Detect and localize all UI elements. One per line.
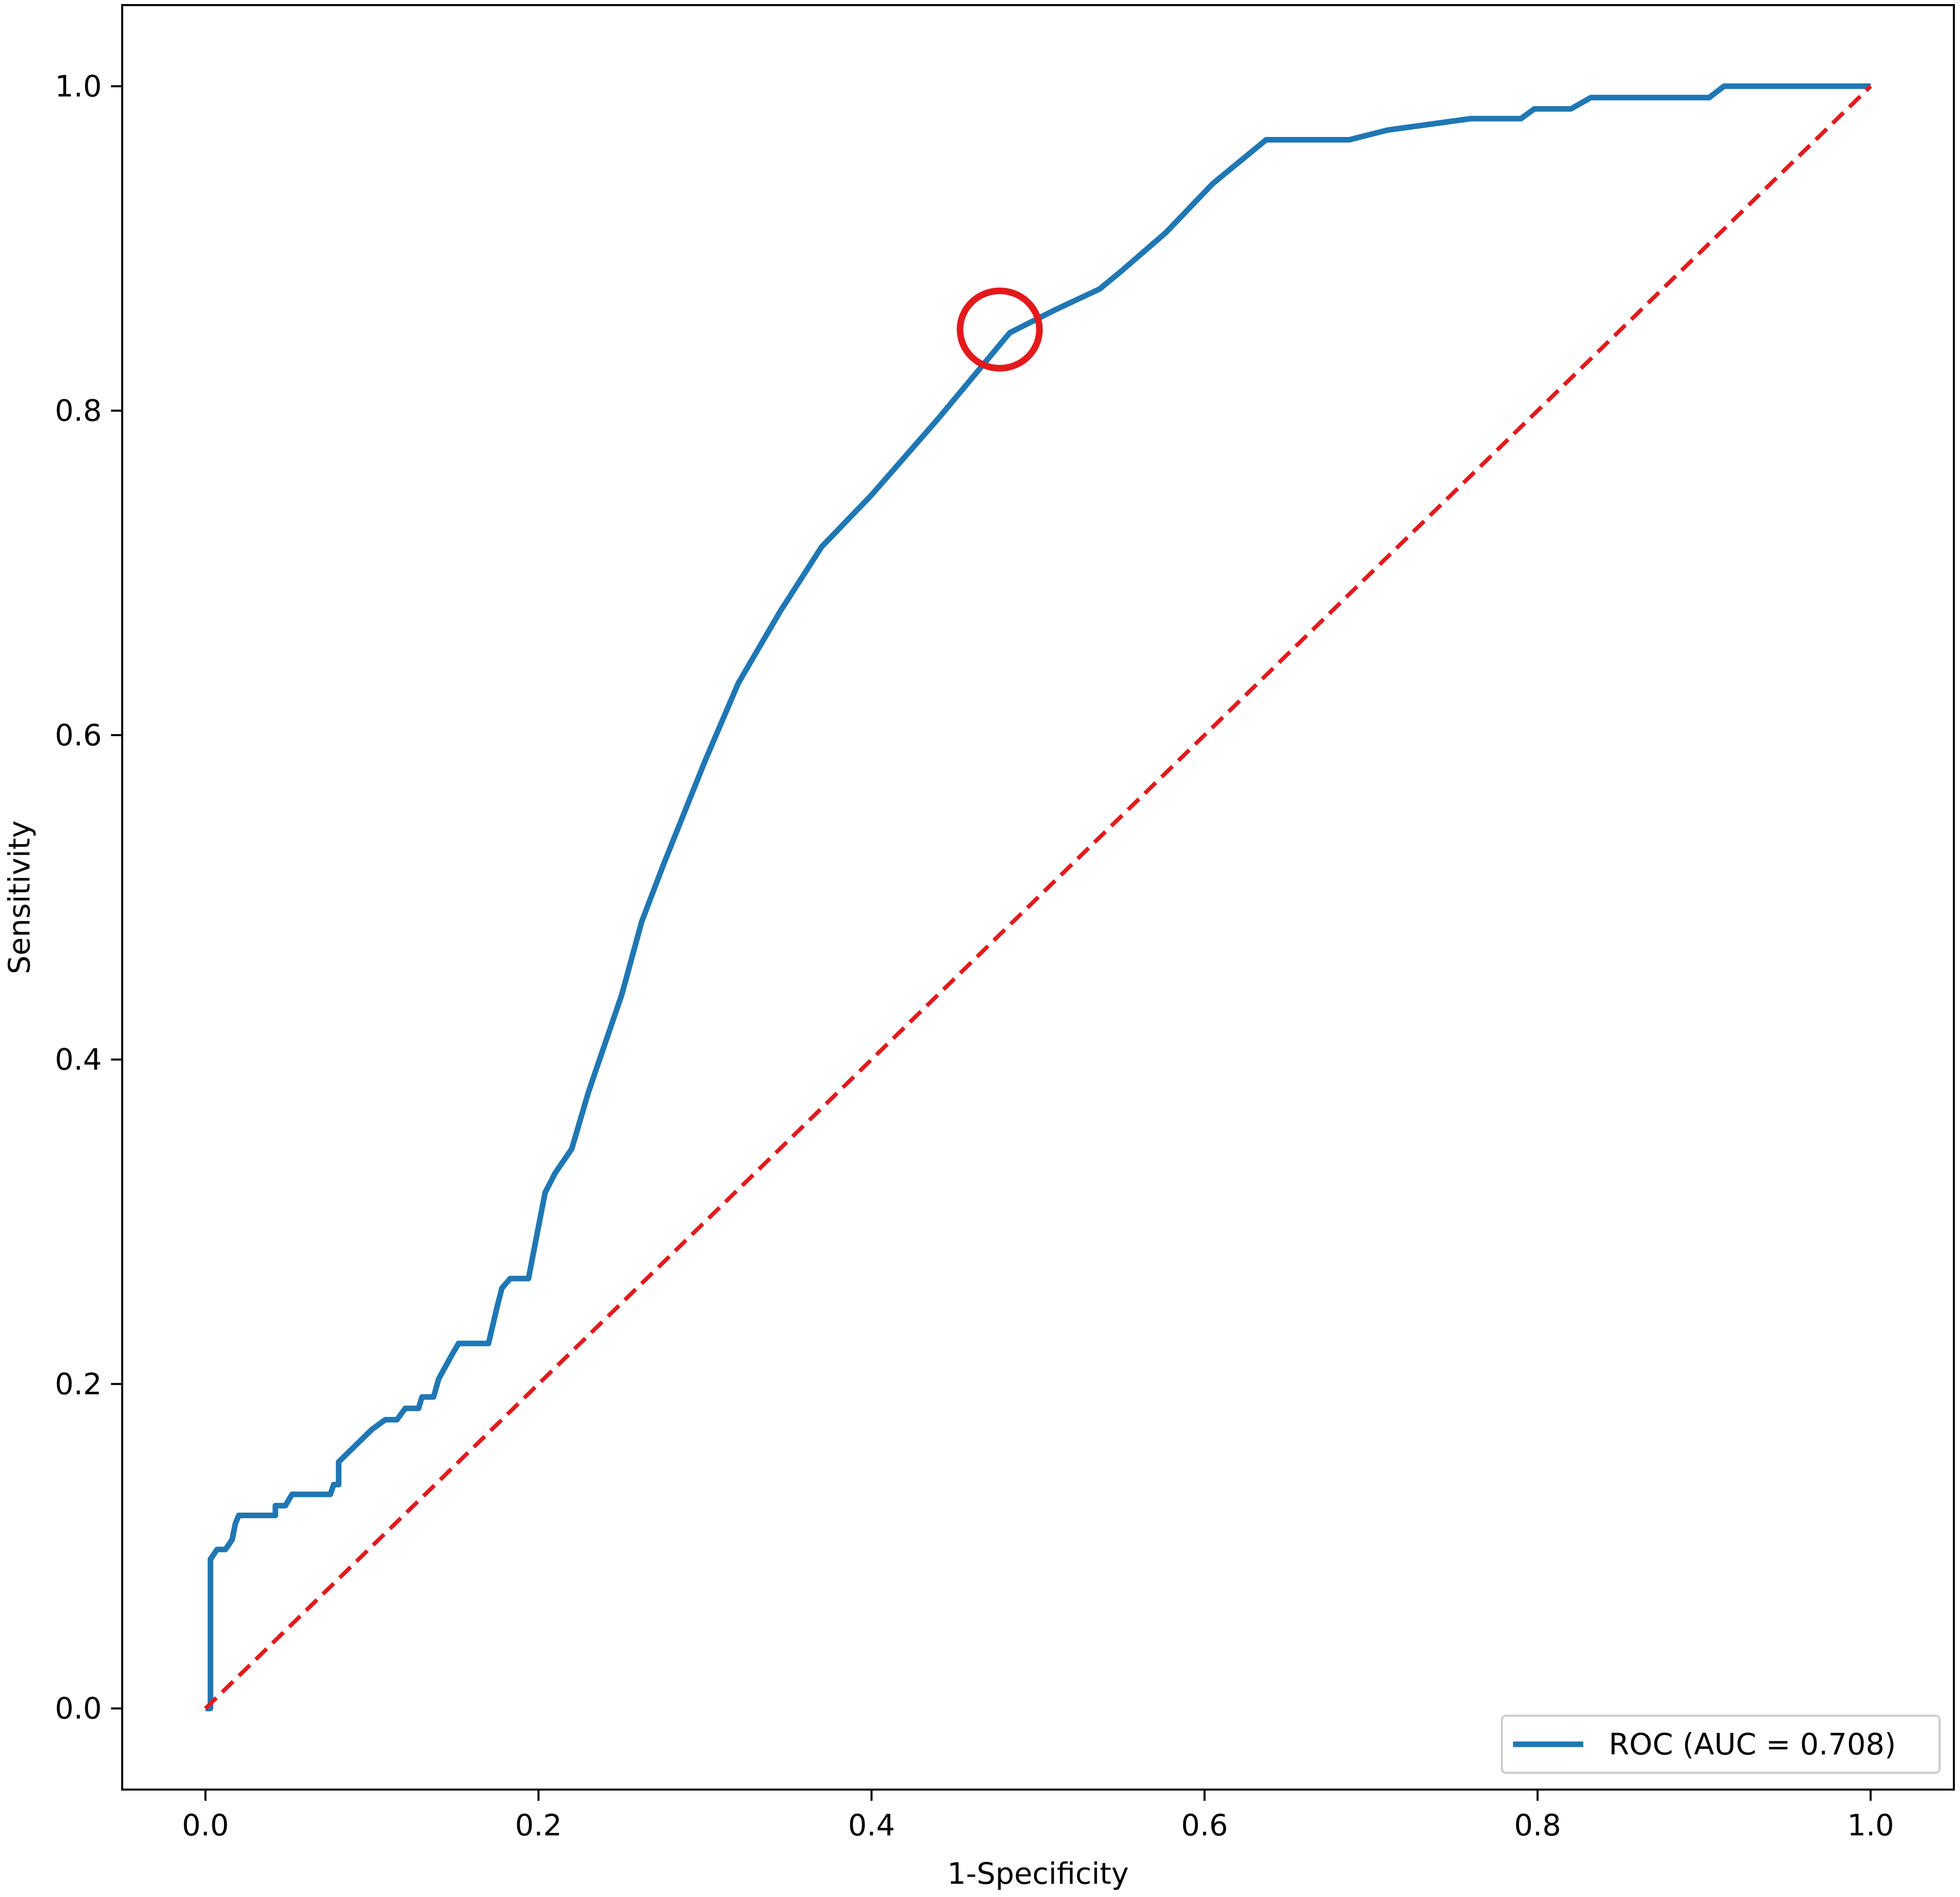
x-tick-label: 0.6 [1181, 1808, 1228, 1843]
legend-layer: ROC (AUC = 0.708) [1501, 1715, 1941, 1774]
axes-layer: 0.0 0.2 0.4 0.6 0.8 1.0 0.0 0.2 0.4 0.6 0.8 1.0 [55, 4, 1955, 1843]
roc-curve-line [205, 83, 1871, 1712]
x-tick-label: 0.0 [182, 1808, 229, 1843]
plot-frame [121, 4, 1955, 1791]
y-tick-label: 0.8 [55, 394, 102, 428]
optimal-cutoff-circle [957, 287, 1043, 372]
y-tick-label: 0.4 [55, 1042, 102, 1077]
annotation-layer [957, 287, 1043, 372]
x-axis-label: 1-Specificity [947, 1856, 1129, 1891]
x-tick-label: 0.8 [1514, 1808, 1561, 1843]
legend-label: ROC (AUC = 0.708) [1609, 1727, 1896, 1762]
y-tick-label: 0.0 [55, 1691, 102, 1726]
x-tick-label: 0.2 [515, 1808, 562, 1843]
y-axis-label: Sensitivity [2, 821, 37, 974]
chance-diagonal-line [204, 85, 1872, 1710]
x-tick-label: 1.0 [1847, 1808, 1894, 1843]
x-tick-label: 0.4 [848, 1808, 895, 1843]
legend-box [1501, 1715, 1941, 1774]
y-tick-label: 1.0 [55, 69, 102, 103]
y-tick-label: 0.2 [55, 1366, 102, 1401]
y-tick-label: 0.6 [55, 718, 102, 752]
series-layer [204, 83, 1872, 1712]
